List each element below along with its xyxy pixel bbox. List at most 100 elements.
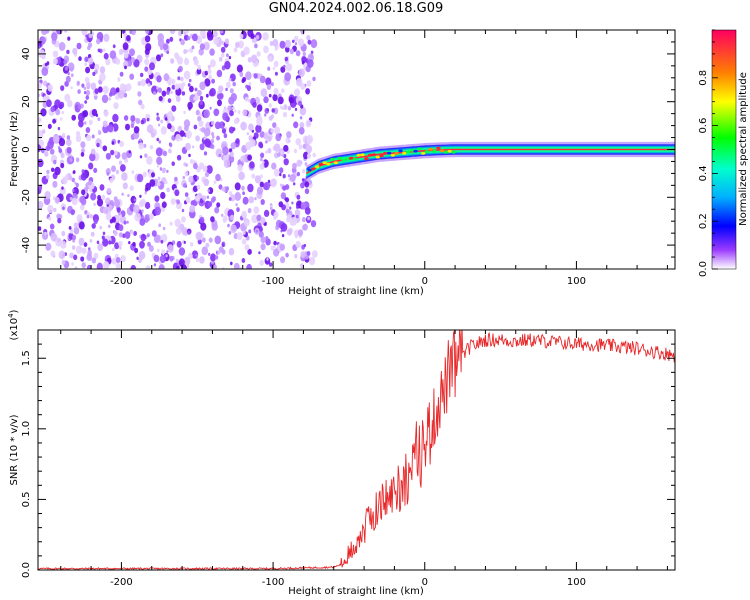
noise-dot	[270, 114, 274, 119]
noise-dot	[99, 184, 105, 191]
noise-dot	[148, 245, 154, 252]
noise-dot	[211, 78, 216, 84]
noise-dot	[94, 88, 99, 95]
noise-dot	[265, 150, 268, 154]
noise-dot	[140, 119, 145, 125]
noise-dot	[45, 174, 50, 180]
noise-dot	[294, 107, 298, 111]
noise-dot	[155, 54, 162, 62]
noise-dot	[121, 172, 128, 181]
noise-dot	[102, 48, 106, 52]
noise-dot	[101, 235, 105, 240]
noise-dot	[99, 72, 106, 82]
noise-dot	[115, 169, 120, 175]
noise-dot	[149, 179, 156, 187]
noise-dot	[293, 35, 299, 42]
noise-dot	[132, 241, 136, 247]
noise-dot	[106, 172, 110, 176]
colorbar-tick-label: 0.0	[698, 261, 709, 277]
noise-dot	[287, 174, 291, 178]
noise-dot	[147, 241, 151, 247]
noise-dot	[189, 204, 196, 213]
signal-speckle	[360, 153, 365, 157]
noise-dot	[178, 65, 183, 73]
noise-dot	[207, 32, 214, 41]
noise-dot	[123, 92, 128, 98]
noise-dot	[162, 150, 168, 157]
noise-dot	[114, 150, 118, 156]
signal-speckle	[440, 149, 445, 153]
noise-dot	[127, 194, 130, 198]
noise-dot	[201, 246, 209, 256]
noise-dot	[236, 64, 243, 73]
signal-track	[306, 141, 675, 181]
noise-dot	[88, 119, 93, 125]
noise-dot	[265, 77, 272, 86]
noise-dot	[247, 248, 252, 255]
noise-dot	[188, 252, 193, 259]
noise-dot	[96, 142, 100, 148]
noise-dot	[209, 48, 215, 56]
noise-dot	[64, 30, 68, 33]
noise-dot	[267, 135, 272, 142]
noise-dot	[149, 144, 154, 150]
signal-speckle	[333, 161, 339, 165]
noise-dot	[195, 257, 200, 263]
noise-dot	[226, 53, 229, 58]
noise-dot	[207, 201, 213, 208]
y-tick-label: 0.0	[21, 562, 32, 578]
noise-dot	[270, 245, 275, 251]
noise-dot	[297, 229, 304, 237]
noise-dot	[249, 161, 255, 169]
noise-dot	[225, 87, 228, 92]
noise-dot	[140, 233, 147, 242]
noise-dot	[281, 88, 285, 93]
signal-speckle	[345, 157, 350, 161]
noise-dot	[107, 124, 114, 133]
noise-dot	[279, 173, 282, 177]
noise-dot	[170, 90, 173, 94]
noise-dot	[160, 119, 164, 124]
signal-speckle	[349, 156, 354, 160]
signal-speckle	[371, 153, 377, 157]
noise-dot	[118, 160, 122, 165]
noise-dot	[157, 181, 161, 187]
noise-dot	[138, 257, 142, 263]
noise-dot	[38, 158, 44, 168]
noise-dot	[165, 117, 168, 121]
noise-dot	[306, 35, 311, 41]
noise-dot	[41, 149, 45, 154]
noise-dot	[241, 185, 245, 191]
noise-dot	[185, 130, 192, 139]
noise-dot	[300, 30, 306, 35]
spectrogram-x-label: Height of straight line (km)	[288, 286, 424, 297]
snr-series-line	[38, 330, 675, 570]
noise-dot	[139, 138, 142, 142]
noise-dot	[299, 106, 307, 116]
noise-dot	[266, 84, 272, 90]
noise-dot	[183, 70, 191, 80]
noise-dot	[241, 78, 245, 83]
noise-dot	[183, 162, 187, 167]
noise-dot	[97, 48, 101, 53]
noise-dot	[210, 138, 215, 144]
noise-dot	[199, 43, 205, 51]
noise-dot	[61, 110, 64, 115]
noise-dot	[277, 96, 284, 105]
noise-dot	[279, 167, 284, 174]
noise-dot	[312, 76, 316, 82]
noise-dot	[271, 108, 275, 113]
noise-dot	[112, 247, 115, 252]
noise-dot	[119, 140, 124, 147]
noise-dot	[279, 243, 285, 251]
noise-dot	[264, 113, 267, 117]
noise-dot	[299, 116, 303, 120]
noise-dot	[218, 153, 222, 158]
noise-dot	[44, 231, 47, 236]
colorbar-gradient	[711, 29, 737, 270]
noise-dot	[198, 120, 204, 127]
noise-dot	[282, 111, 288, 118]
noise-dot	[305, 144, 313, 154]
noise-dot	[278, 201, 284, 208]
noise-dot	[281, 234, 285, 238]
